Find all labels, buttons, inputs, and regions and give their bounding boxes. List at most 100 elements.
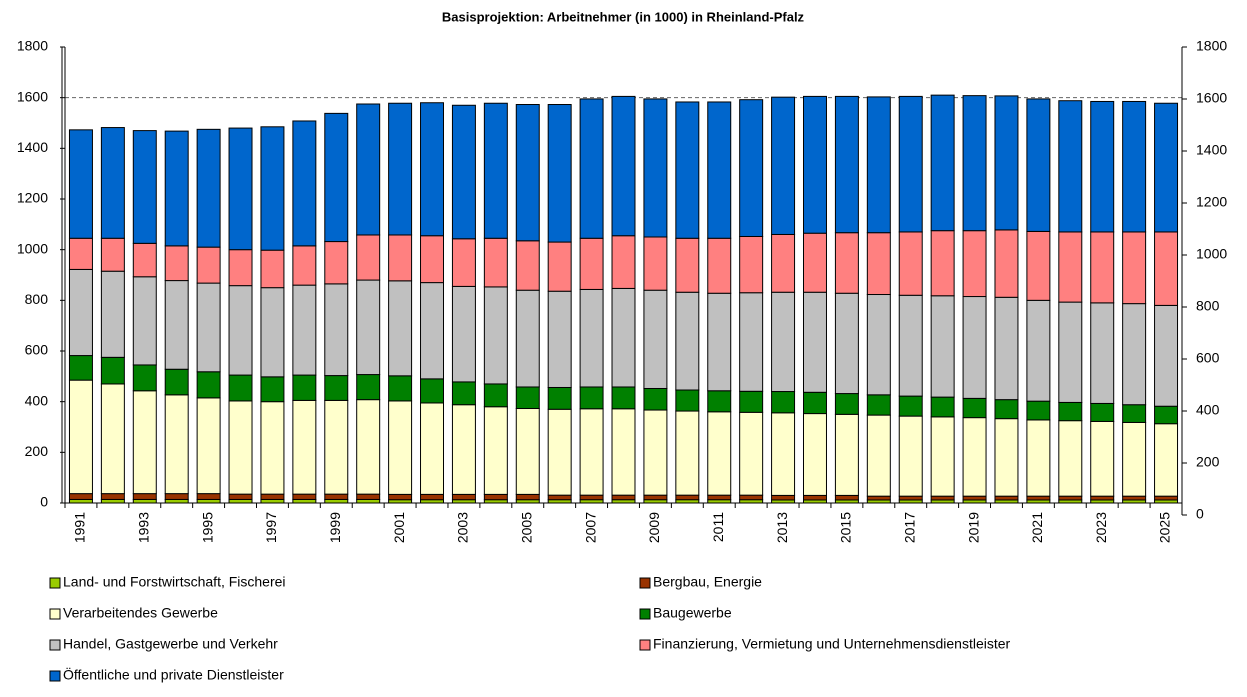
bar-segment: [1090, 420, 1115, 497]
x-tick-label: 2001: [391, 512, 407, 543]
y2-tick-label: 0: [1196, 506, 1204, 522]
chart-title: Basisprojektion: Arbeitnehmer (in 1000) …: [442, 9, 805, 24]
bar-segment: [1090, 495, 1115, 501]
y-tick-label: 600: [25, 342, 49, 358]
bar-segment: [1122, 303, 1147, 406]
bar-segment: [579, 98, 604, 239]
bar-segment: [739, 411, 764, 496]
bar-segment: [228, 493, 253, 500]
bar-segment: [611, 95, 636, 237]
bar-segment: [228, 400, 253, 495]
bar-segment: [483, 406, 508, 495]
bar-segment: [643, 387, 668, 411]
bar-segment: [1026, 299, 1051, 402]
x-tick-label: 2003: [455, 512, 471, 543]
bar-segment: [388, 102, 413, 236]
x-tick-label: 1993: [135, 512, 151, 543]
bar-segment: [164, 280, 189, 370]
bar-segment: [930, 416, 955, 497]
bar-segment: [324, 399, 349, 495]
bar-segment: [547, 386, 572, 410]
bar-segment: [483, 102, 508, 239]
bar-segment: [451, 493, 476, 501]
bar-segment: [260, 126, 285, 251]
bar-segment: [356, 374, 381, 401]
bar-segment: [994, 399, 1019, 420]
bar-segment: [1058, 231, 1083, 303]
bar-segment: [802, 413, 827, 496]
bar-segment: [611, 386, 636, 410]
bar-segment: [260, 376, 285, 403]
bar-segment: [675, 410, 700, 496]
bar-segment: [1058, 100, 1083, 233]
bar-segment: [451, 404, 476, 495]
bar-segment: [675, 101, 700, 239]
bar-segment: [866, 294, 891, 396]
legend-swatch: [49, 577, 61, 589]
bar-segment: [292, 284, 317, 376]
y2-tick-label: 1600: [1196, 90, 1227, 106]
bar-segment: [547, 408, 572, 496]
bar-segment: [1026, 400, 1051, 421]
bar-segment: [1058, 301, 1083, 403]
bar-segment: [739, 390, 764, 413]
bar-segment: [866, 96, 891, 234]
x-tick-label: 2011: [710, 512, 726, 542]
legend-label: Handel, Gastgewerbe und Verkehr: [63, 636, 278, 652]
bar-segment: [834, 95, 859, 234]
bar-segment: [420, 102, 445, 237]
bar-segment: [132, 364, 157, 392]
bar-segment: [930, 495, 955, 501]
x-tick-label: 2013: [774, 512, 790, 543]
y2-tick-label: 600: [1196, 350, 1220, 366]
bar-segment: [898, 395, 923, 417]
y2-tick-label: 800: [1196, 298, 1220, 314]
bar-segment: [132, 390, 157, 495]
bar-segment: [1090, 231, 1115, 304]
bar-segment: [707, 292, 732, 392]
bar-segment: [834, 393, 859, 415]
bar-segment: [100, 493, 125, 500]
bar-segment: [834, 494, 859, 501]
x-tick-label: 2023: [1093, 512, 1109, 543]
bar-segment: [164, 493, 189, 500]
bar-segment: [802, 494, 827, 501]
bar-segment: [579, 237, 604, 290]
bar-segment: [1058, 401, 1083, 422]
bar-segment: [260, 249, 285, 289]
x-tick-label: 2005: [518, 512, 534, 543]
bar-segment: [802, 95, 827, 234]
bar-segment: [228, 285, 253, 376]
bar-segment: [1122, 404, 1147, 423]
bar-segment: [994, 95, 1019, 231]
bar-segment: [260, 401, 285, 495]
bar-segment: [1026, 419, 1051, 497]
bar-segment: [483, 383, 508, 408]
bar-segment: [164, 368, 189, 396]
bar-segment: [611, 494, 636, 501]
bar-segment: [579, 386, 604, 410]
bar-segment: [675, 494, 700, 501]
bar-segment: [515, 493, 540, 501]
x-tick-label: 2009: [646, 512, 662, 543]
bar-segment: [1154, 231, 1179, 306]
bar-segment: [834, 413, 859, 496]
bar-segment: [707, 411, 732, 496]
bar-segment: [834, 232, 859, 294]
y-tick-label: 400: [25, 392, 49, 408]
bar-segment: [68, 498, 93, 504]
bar-segment: [898, 95, 923, 233]
bar-segment: [739, 99, 764, 237]
bar-segment: [962, 417, 987, 497]
bar-segment: [739, 292, 764, 392]
bar-segment: [324, 241, 349, 285]
bar-segment: [260, 498, 285, 504]
bar-segment: [388, 234, 413, 282]
bar-segment: [451, 285, 476, 383]
y-tick-label: 1400: [17, 139, 48, 155]
bar-segment: [196, 371, 221, 399]
bar-segment: [356, 103, 381, 236]
bar-segment: [771, 494, 796, 501]
bar-segment: [324, 493, 349, 500]
bar-segment: [611, 408, 636, 496]
